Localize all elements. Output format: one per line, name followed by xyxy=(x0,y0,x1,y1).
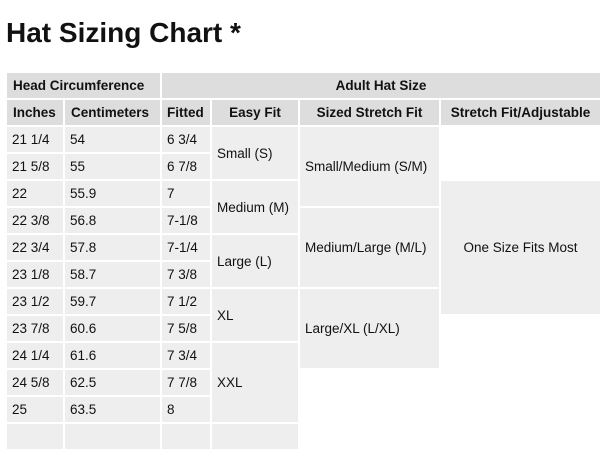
easy-fit-cell: Small (S) xyxy=(212,127,298,179)
cm-cell: 60.6 xyxy=(65,316,160,341)
empty-cell xyxy=(212,424,298,449)
col-easy-fit: Easy Fit xyxy=(212,100,298,125)
cm-cell: 59.7 xyxy=(65,289,160,314)
sized-stretch-cell: Small/Medium (S/M) xyxy=(300,127,439,206)
table-row: 21 1/4 54 6 3/4 Small (S) Small/Medium (S/… xyxy=(7,127,600,206)
table-row: 23 1/8 58.7 7 3/8 xyxy=(7,262,600,287)
inches-cell: 24 1/4 xyxy=(7,343,63,368)
inches-cell: 23 1/2 xyxy=(7,289,63,314)
table-row: 25 63.5 8 xyxy=(7,397,600,422)
inches-cell: 24 5/8 xyxy=(7,370,63,395)
table-row-empty xyxy=(7,424,600,449)
sized-stretch-cell: Large/XL (L/XL) xyxy=(300,289,439,368)
fitted-cell: 7 5/8 xyxy=(162,316,210,341)
cm-cell: 56.8 xyxy=(65,208,160,233)
fitted-cell: 7 xyxy=(162,181,210,206)
cm-cell: 57.8 xyxy=(65,235,160,260)
fitted-cell: 6 3/4 xyxy=(162,127,210,152)
inches-cell: 25 xyxy=(7,397,63,422)
inches-cell: 23 1/8 xyxy=(7,262,63,287)
easy-fit-cell: Large (L) xyxy=(212,235,298,287)
group-header-head-circumference: Head Circumference xyxy=(7,73,160,98)
cm-cell: 58.7 xyxy=(65,262,160,287)
table-row: 24 5/8 62.5 7 7/8 xyxy=(7,370,600,395)
fitted-cell: 7-1/4 xyxy=(162,235,210,260)
cm-cell: 54 xyxy=(65,127,160,152)
fitted-cell: 7-1/8 xyxy=(162,208,210,233)
page-title: Hat Sizing Chart * xyxy=(6,17,241,48)
fitted-cell: 8 xyxy=(162,397,210,422)
group-header-adult-hat-size: Adult Hat Size xyxy=(162,73,600,98)
easy-fit-cell: Medium (M) xyxy=(212,181,298,233)
empty-cell xyxy=(441,127,600,179)
fitted-cell: 6 7/8 xyxy=(162,154,210,179)
fitted-cell: 7 1/2 xyxy=(162,289,210,314)
easy-fit-cell: XXL xyxy=(212,343,298,422)
col-centimeters: Centimeters xyxy=(65,100,160,125)
fitted-cell: 7 3/4 xyxy=(162,343,210,368)
table-row: 23 7/8 60.6 7 5/8 xyxy=(7,316,600,341)
cm-cell: 62.5 xyxy=(65,370,160,395)
cm-cell: 63.5 xyxy=(65,397,160,422)
table-row: 21 5/8 55 6 7/8 xyxy=(7,154,600,179)
empty-cell xyxy=(65,424,160,449)
sized-stretch-cell: Medium/Large (M/L) xyxy=(300,208,439,287)
cm-cell: 55 xyxy=(65,154,160,179)
table-row: 22 3/4 57.8 7-1/4 Large (L) xyxy=(7,235,600,287)
empty-cell xyxy=(7,424,63,449)
table-row: 24 1/4 61.6 7 3/4 XXL xyxy=(7,343,600,422)
fitted-cell: 7 3/8 xyxy=(162,262,210,287)
easy-fit-cell: XL xyxy=(212,289,298,341)
inches-cell: 21 5/8 xyxy=(7,154,63,179)
inches-cell: 22 xyxy=(7,181,63,206)
cm-cell: 55.9 xyxy=(65,181,160,206)
col-stretch-adjustable: Stretch Fit/Adjustable xyxy=(441,100,600,125)
fitted-cell: 7 7/8 xyxy=(162,370,210,395)
inches-cell: 22 3/4 xyxy=(7,235,63,260)
inches-cell: 21 1/4 xyxy=(7,127,63,152)
inches-cell: 22 3/8 xyxy=(7,208,63,233)
inches-cell: 23 7/8 xyxy=(7,316,63,341)
col-fitted: Fitted xyxy=(162,100,210,125)
hat-size-table: Head Circumference Adult Hat Size Inches… xyxy=(5,71,602,451)
col-inches: Inches xyxy=(7,100,63,125)
table-row: 22 3/8 56.8 7-1/8 Medium/Large (M/L) xyxy=(7,208,600,287)
empty-cell xyxy=(162,424,210,449)
table-row: 22 55.9 7 Medium (M) One Size Fits Most xyxy=(7,181,600,314)
table-row: 23 1/2 59.7 7 1/2 XL Large/XL (L/XL) xyxy=(7,289,600,368)
col-sized-stretch: Sized Stretch Fit xyxy=(300,100,439,125)
cm-cell: 61.6 xyxy=(65,343,160,368)
stretch-adjustable-cell: One Size Fits Most xyxy=(441,181,600,314)
